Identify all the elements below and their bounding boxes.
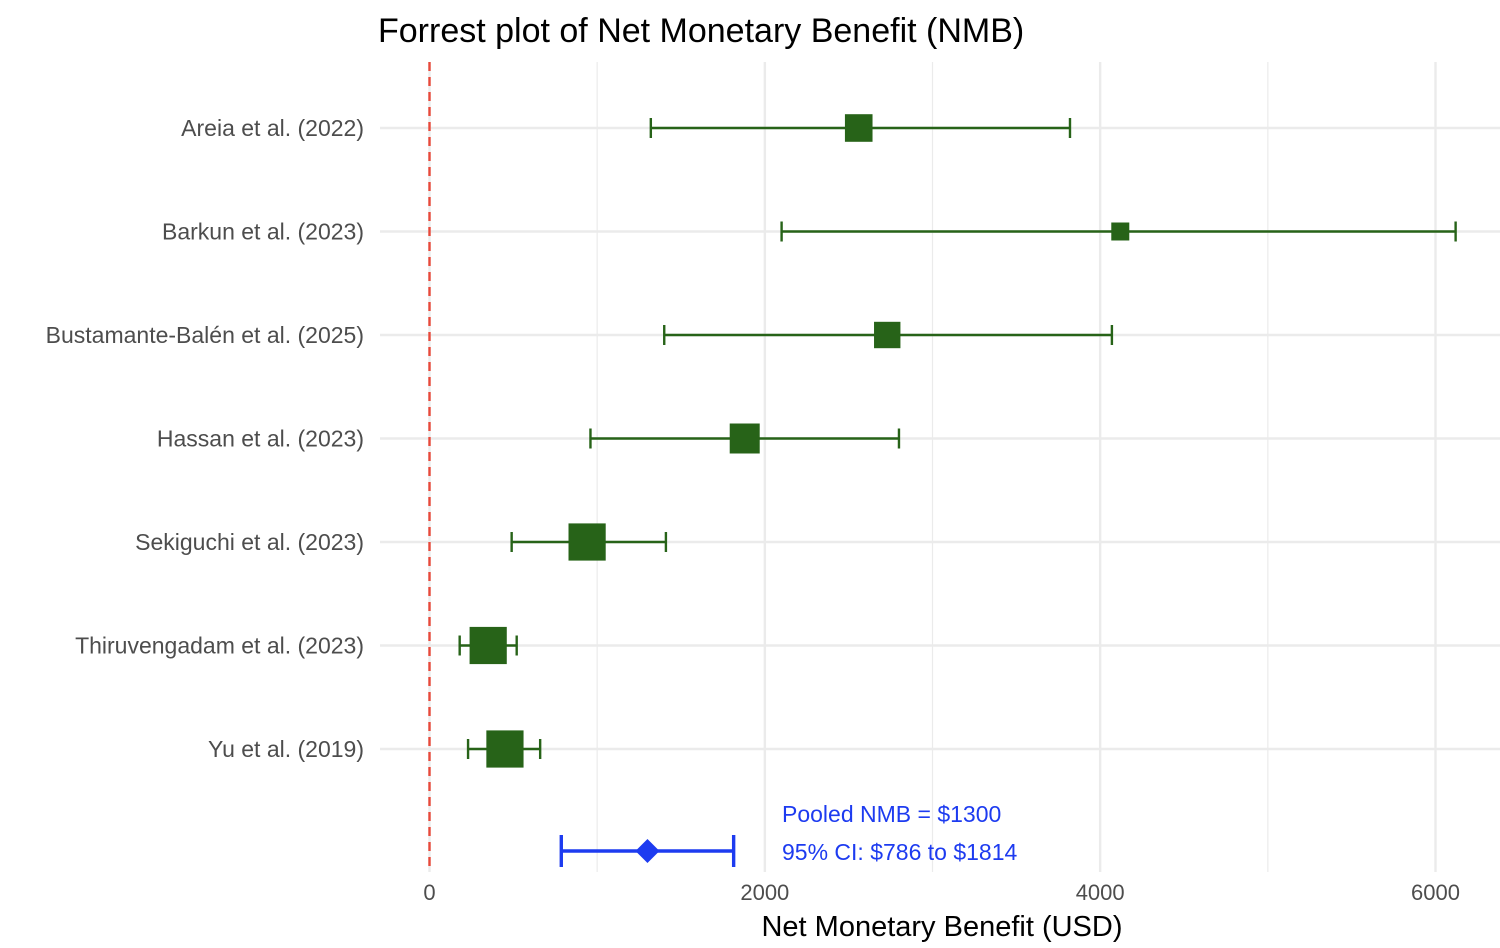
- study-row: [458, 626, 518, 665]
- x-tick-label: 0: [423, 880, 435, 905]
- point-estimate: [486, 730, 524, 768]
- grid-lines: [380, 62, 1500, 872]
- study-marks: [458, 114, 1457, 768]
- study-label: Yu et al. (2019): [208, 736, 364, 762]
- point-estimate: [568, 523, 606, 561]
- study-row: [663, 321, 1114, 349]
- study-labels: Areia et al. (2022) Barkun et al. (2023) B…: [46, 115, 364, 762]
- pooled-nmb-label: Pooled NMB = $1300: [782, 801, 1001, 827]
- pooled-diamond: [635, 839, 660, 863]
- study-label: Hassan et al. (2023): [157, 426, 364, 452]
- study-row: [510, 523, 668, 561]
- study-row: [589, 423, 901, 454]
- point-estimate: [729, 423, 760, 454]
- study-label: Sekiguchi et al. (2023): [135, 529, 364, 555]
- pooled-estimate: [559, 835, 736, 867]
- point-estimate: [844, 114, 873, 142]
- study-label: Barkun et al. (2023): [162, 219, 364, 245]
- study-row: [649, 114, 1072, 142]
- x-axis-title: Net Monetary Benefit (USD): [761, 911, 1122, 943]
- study-label: Thiruvengadam et al. (2023): [75, 633, 364, 659]
- x-tick-label: 6000: [1411, 880, 1460, 905]
- x-tick-label: 2000: [740, 880, 789, 905]
- x-tick-label: 4000: [1076, 880, 1125, 905]
- study-row: [780, 221, 1457, 242]
- study-row: [466, 730, 542, 768]
- x-axis-ticks: 0 2000 4000 6000: [423, 880, 1460, 905]
- point-estimate: [469, 626, 507, 665]
- study-label: Bustamante-Balén et al. (2025): [46, 322, 364, 348]
- pooled-ci-label: 95% CI: $786 to $1814: [782, 839, 1017, 865]
- chart-title: Forrest plot of Net Monetary Benefit (NM…: [378, 12, 1024, 50]
- study-label: Areia et al. (2022): [181, 115, 364, 141]
- point-estimate: [1111, 222, 1130, 241]
- point-estimate: [874, 321, 901, 349]
